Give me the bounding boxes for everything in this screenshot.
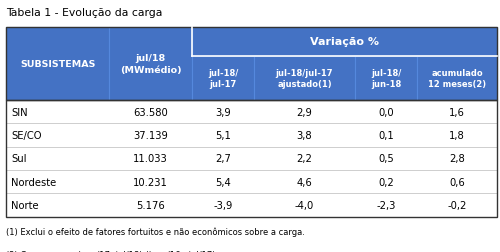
Text: SIN: SIN bbox=[11, 107, 28, 117]
Text: (1) Exclui o efeito de fatores fortuitos e não econômicos sobre a carga.: (1) Exclui o efeito de fatores fortuitos… bbox=[6, 226, 305, 236]
Text: SE/CO: SE/CO bbox=[11, 131, 42, 141]
Text: 63.580: 63.580 bbox=[134, 107, 168, 117]
Bar bbox=[6, 101, 497, 217]
Text: jul-18/
jun-18: jul-18/ jun-18 bbox=[371, 69, 401, 89]
Text: 10.231: 10.231 bbox=[134, 177, 168, 187]
Text: 5.176: 5.176 bbox=[136, 200, 165, 210]
Text: 1,8: 1,8 bbox=[449, 131, 465, 141]
Text: Tabela 1 - Evolução da carga: Tabela 1 - Evolução da carga bbox=[6, 8, 162, 18]
Bar bbox=[6, 147, 497, 170]
Text: 37.139: 37.139 bbox=[134, 131, 168, 141]
Text: jul/18
(MWmédio): jul/18 (MWmédio) bbox=[120, 54, 182, 74]
Bar bbox=[6, 101, 497, 124]
Bar bbox=[6, 28, 110, 57]
Text: 2,2: 2,2 bbox=[296, 154, 312, 164]
Text: 5,4: 5,4 bbox=[215, 177, 231, 187]
Text: Norte: Norte bbox=[11, 200, 38, 210]
Text: 4,6: 4,6 bbox=[296, 177, 312, 187]
Text: Variação %: Variação % bbox=[310, 37, 379, 47]
Text: (2) Cresc. acum. (ago/17 -jul/18) /(ago/16 - jul/17): (2) Cresc. acum. (ago/17 -jul/18) /(ago/… bbox=[6, 250, 216, 252]
Text: 0,0: 0,0 bbox=[378, 107, 394, 117]
Text: 2,8: 2,8 bbox=[449, 154, 465, 164]
Bar bbox=[192, 57, 254, 101]
Text: Sul: Sul bbox=[11, 154, 26, 164]
Bar bbox=[6, 28, 497, 101]
Text: 0,5: 0,5 bbox=[378, 154, 394, 164]
Text: -2,3: -2,3 bbox=[376, 200, 396, 210]
Text: 3,8: 3,8 bbox=[296, 131, 312, 141]
Text: -0,2: -0,2 bbox=[448, 200, 466, 210]
Text: -3,9: -3,9 bbox=[214, 200, 233, 210]
Bar bbox=[192, 28, 497, 57]
Bar bbox=[6, 170, 497, 194]
Bar bbox=[6, 28, 110, 101]
Text: 3,9: 3,9 bbox=[215, 107, 231, 117]
Text: 2,9: 2,9 bbox=[296, 107, 312, 117]
Bar bbox=[417, 57, 497, 101]
Text: acumulado
12 meses(2): acumulado 12 meses(2) bbox=[428, 69, 486, 89]
Bar bbox=[254, 57, 355, 101]
Bar bbox=[6, 194, 497, 217]
Text: 0,6: 0,6 bbox=[449, 177, 465, 187]
Text: 5,1: 5,1 bbox=[215, 131, 231, 141]
Text: -4,0: -4,0 bbox=[295, 200, 314, 210]
Text: Nordeste: Nordeste bbox=[11, 177, 56, 187]
Text: 2,7: 2,7 bbox=[215, 154, 231, 164]
Text: 1,6: 1,6 bbox=[449, 107, 465, 117]
Text: jul-18/
jul-17: jul-18/ jul-17 bbox=[208, 69, 238, 89]
Text: 0,2: 0,2 bbox=[378, 177, 394, 187]
Text: SUBSISTEMAS: SUBSISTEMAS bbox=[20, 60, 96, 69]
Bar bbox=[6, 124, 497, 147]
Text: 0,1: 0,1 bbox=[378, 131, 394, 141]
Text: 11.033: 11.033 bbox=[134, 154, 168, 164]
Bar bbox=[110, 28, 192, 101]
Bar bbox=[110, 28, 192, 57]
Bar bbox=[355, 57, 417, 101]
Text: jul-18/jul-17
ajustado(1): jul-18/jul-17 ajustado(1) bbox=[276, 69, 333, 89]
